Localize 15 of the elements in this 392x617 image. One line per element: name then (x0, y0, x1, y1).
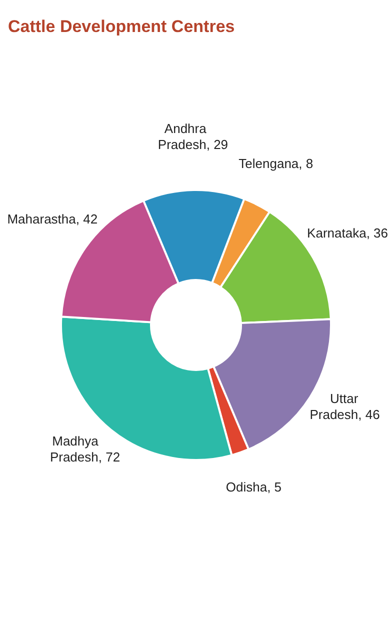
data-label: , 8 (298, 156, 314, 172)
data-label: , 29 (206, 137, 228, 152)
data-label: , 36 (366, 226, 388, 241)
chart-title: Cattle Development Centres (8, 17, 235, 36)
slice-label: Maharastha (7, 211, 77, 226)
data-label: , 42 (76, 211, 98, 226)
data-label: , 5 (267, 479, 282, 494)
slice-label: Odisha (226, 479, 268, 494)
slice-label: Madhya Pradesh (50, 434, 100, 465)
slice-label: Andhra Pradesh (158, 121, 208, 152)
slice-label: Uttar Pradesh (310, 391, 359, 422)
data-label: , 46 (358, 407, 380, 422)
slice-label: Karnataka (307, 226, 368, 241)
slice-label: Telengana (238, 156, 300, 172)
data-label: , 72 (98, 450, 120, 465)
